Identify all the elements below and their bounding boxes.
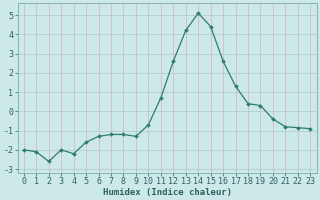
X-axis label: Humidex (Indice chaleur): Humidex (Indice chaleur) [103, 188, 232, 197]
